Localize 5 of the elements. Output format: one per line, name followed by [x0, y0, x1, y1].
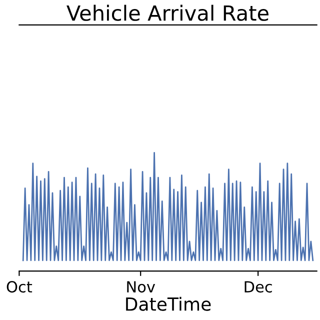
chart-title: Vehicle Arrival Rate	[66, 4, 268, 21]
x-tick-label: Oct	[6, 281, 32, 293]
x-tick-label: Dec	[244, 281, 272, 293]
x-tick-label: Nov	[127, 281, 156, 293]
x-axis-title: DateTime	[126, 296, 211, 311]
